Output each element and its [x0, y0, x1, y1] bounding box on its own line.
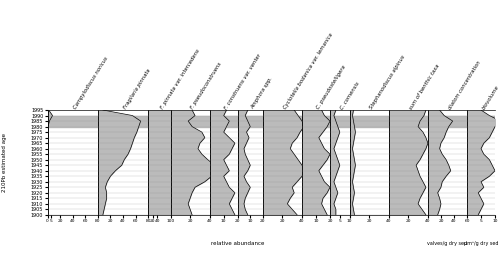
Text: Amphora spp.: Amphora spp.: [250, 76, 274, 110]
Bar: [330, 116, 349, 127]
Text: μm³/g dry sed: μm³/g dry sed: [464, 241, 498, 246]
Text: C. pseudostelligera: C. pseudostelligera: [316, 64, 347, 110]
Bar: [98, 116, 148, 127]
Bar: [388, 116, 428, 127]
Bar: [263, 116, 302, 127]
Bar: [350, 116, 389, 127]
Bar: [302, 116, 330, 127]
Bar: [210, 116, 238, 127]
Text: F. pinnata var. intercedens: F. pinnata var. intercedens: [160, 48, 200, 110]
Text: relative abundance: relative abundance: [211, 241, 264, 246]
Text: biovolume: biovolume: [481, 84, 500, 110]
Text: 210Pb estimated age: 210Pb estimated age: [2, 133, 7, 192]
Bar: [148, 116, 171, 127]
Bar: [467, 116, 495, 127]
Text: F. construens var. venter: F. construens var. venter: [224, 52, 262, 110]
Text: C. comensis: C. comensis: [340, 80, 361, 110]
Text: sum of benthic taxa: sum of benthic taxa: [408, 63, 440, 110]
Text: diatom concentration: diatom concentration: [448, 59, 482, 110]
Text: F. pseudoconstruens: F. pseudoconstruens: [190, 62, 223, 110]
Text: Fragilaria pinnata: Fragilaria pinnata: [123, 68, 152, 110]
Text: Cyclotella bodanica var. lemanica: Cyclotella bodanica var. lemanica: [282, 32, 334, 110]
Bar: [238, 116, 263, 127]
Text: valves/g dry sed: valves/g dry sed: [428, 241, 468, 246]
Text: Stephanodiscus alpinus: Stephanodiscus alpinus: [369, 54, 406, 110]
Text: Campylodiscus noricus: Campylodiscus noricus: [72, 56, 109, 110]
Bar: [428, 116, 467, 127]
Bar: [48, 116, 98, 127]
Bar: [170, 116, 209, 127]
